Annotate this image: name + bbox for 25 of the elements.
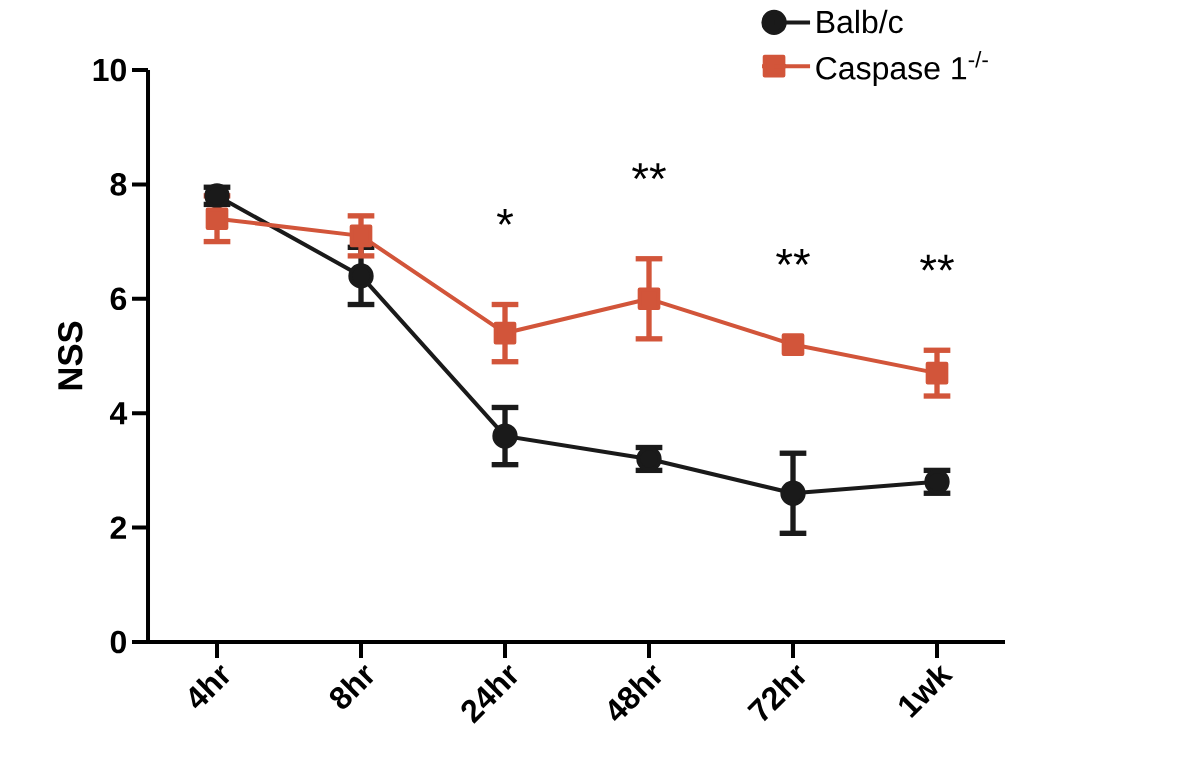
point [637,287,661,311]
point [781,333,805,356]
point [780,480,806,506]
y-tick-label: 0 [110,630,126,654]
y-tick-label: 6 [110,287,127,311]
annotation: ** [920,254,954,271]
x-tick-label: 4hr [189,664,230,709]
y-tick-label: 2 [110,516,127,539]
y-axis-title: NSS [58,321,83,390]
point [925,361,949,385]
y-tick-label: 4 [109,402,128,425]
annotation: * [496,208,514,225]
legend-label: Caspase 1$^{-/-}$ [816,51,988,86]
point [348,263,374,289]
point [205,207,229,231]
x-tick-label: 8hr [329,664,374,709]
annotation: ** [632,163,666,180]
y-tick-label: 8 [110,173,127,196]
y-tick-label: 10 [93,58,126,82]
x-tick-label: 1wk [899,665,954,718]
annotation: ** [776,248,810,265]
point [493,321,517,345]
point [349,224,373,248]
legend-label: Balb/c [817,9,903,34]
point [492,423,518,449]
